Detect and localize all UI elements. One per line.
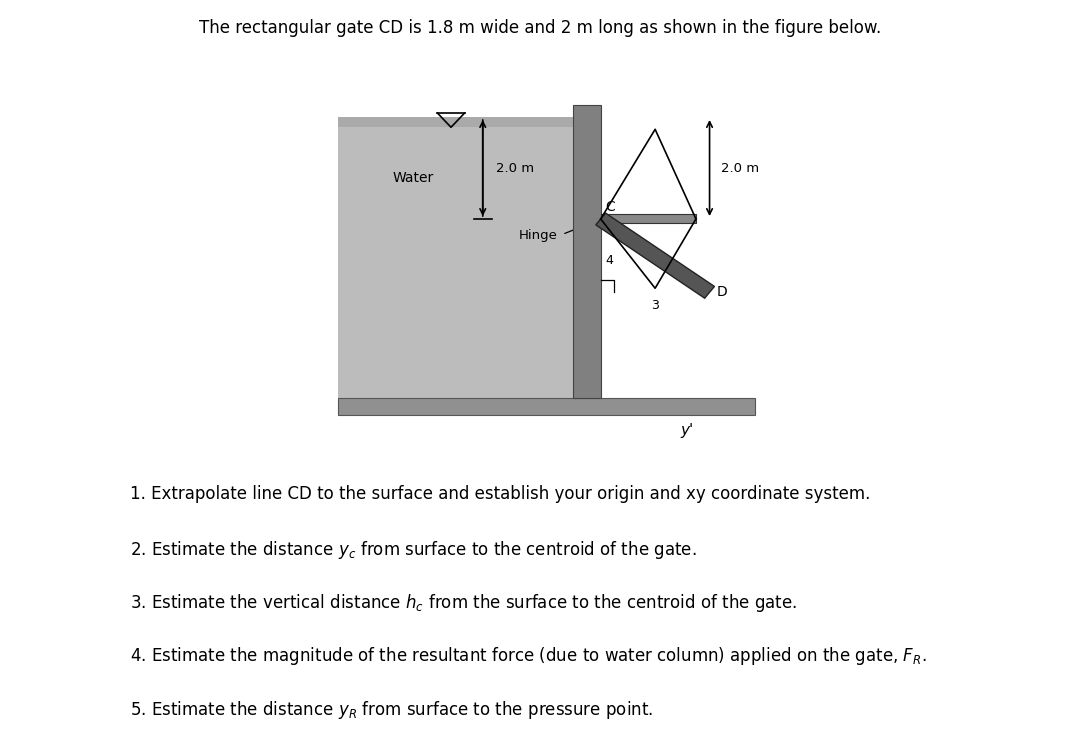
Polygon shape [338, 117, 573, 399]
Text: Hinge: Hinge [519, 230, 558, 242]
Bar [338, 399, 755, 415]
Text: Water: Water [392, 171, 433, 185]
Bar [600, 214, 696, 224]
Text: 4. Estimate the magnitude of the resultant force (due to water column) applied o: 4. Estimate the magnitude of the resulta… [130, 645, 927, 668]
Text: 1. Extrapolate line CD to the surface and establish your origin and xy coordinat: 1. Extrapolate line CD to the surface an… [130, 485, 870, 503]
Text: 2. Estimate the distance $y_c$ from surface to the centroid of the gate.: 2. Estimate the distance $y_c$ from surf… [130, 539, 697, 561]
Text: 2.0 m: 2.0 m [497, 162, 535, 175]
Bar [573, 105, 600, 399]
Text: y': y' [680, 423, 693, 438]
Text: 4: 4 [606, 254, 613, 267]
Text: 2.0 m: 2.0 m [721, 162, 759, 175]
Text: D: D [716, 285, 727, 299]
Text: 3. Estimate the vertical distance $h_c$ from the surface to the centroid of the : 3. Estimate the vertical distance $h_c$ … [130, 592, 797, 614]
Text: C: C [605, 200, 615, 214]
Polygon shape [338, 117, 573, 127]
Text: The rectangular gate CD is 1.8 m wide and 2 m long as shown in the figure below.: The rectangular gate CD is 1.8 m wide an… [199, 19, 881, 36]
Polygon shape [596, 213, 715, 298]
Text: 3: 3 [651, 299, 659, 312]
Text: 5. Estimate the distance $y_R$ from surface to the pressure point.: 5. Estimate the distance $y_R$ from surf… [130, 699, 652, 721]
